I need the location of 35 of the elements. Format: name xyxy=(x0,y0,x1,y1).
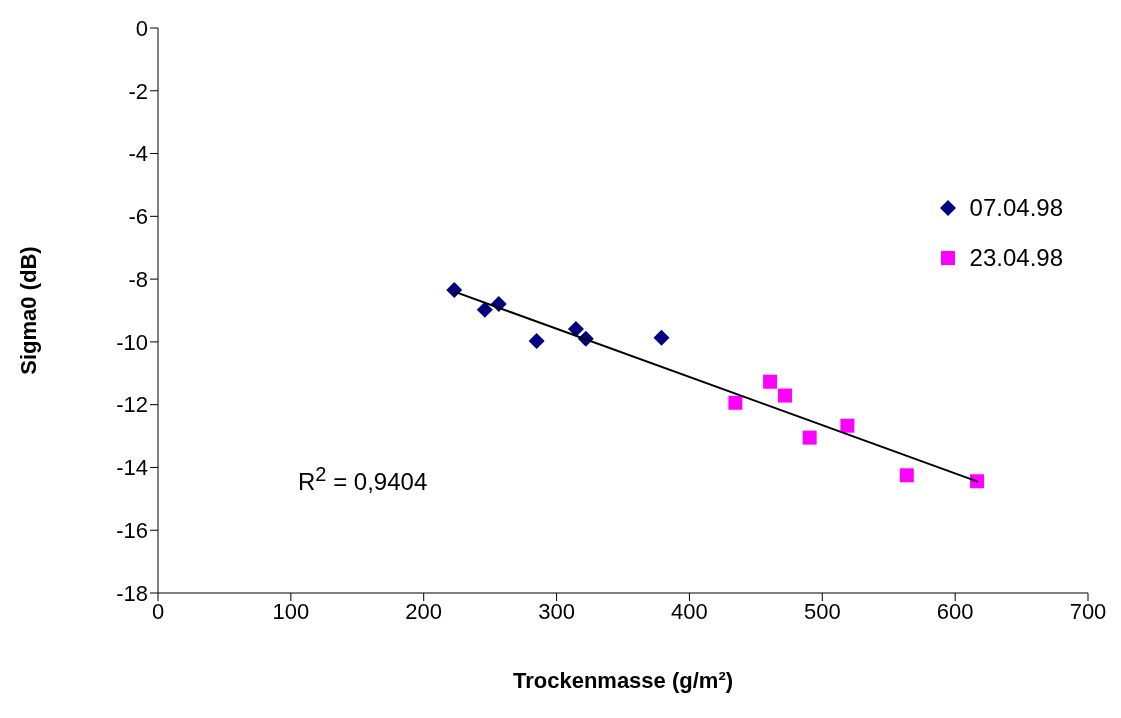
x-tick-label: 100 xyxy=(272,598,310,624)
y-axis-title: Sigma0 (dB) xyxy=(15,246,41,375)
x-tick-label: 300 xyxy=(538,598,575,624)
y-tick-label: -18 xyxy=(116,580,148,606)
y-tick-label: -4 xyxy=(128,141,148,167)
point xyxy=(567,321,584,338)
y-tick-label: -2 xyxy=(128,78,148,104)
y-tick-label: -16 xyxy=(116,518,148,544)
x-axis-title: Trockenmasse (g/m²) xyxy=(512,668,734,693)
point xyxy=(446,282,463,299)
point xyxy=(763,374,778,389)
y-tick-label: -12 xyxy=(116,392,148,418)
y-tick-label: 0 xyxy=(135,15,148,41)
point xyxy=(777,388,792,403)
y-tick-label: -8 xyxy=(128,266,148,292)
point xyxy=(840,418,855,433)
point xyxy=(728,395,743,410)
y-tick-label: -6 xyxy=(128,204,148,230)
x-tick-label: 500 xyxy=(803,598,841,624)
x-tick-label: 200 xyxy=(405,598,443,624)
annotation: R$^{2}$ = 0,9404 xyxy=(298,463,428,496)
x-tick-label: 600 xyxy=(936,598,974,624)
point xyxy=(802,430,817,445)
x-tick-label: 400 xyxy=(671,598,708,624)
point xyxy=(528,332,545,349)
legend-label: 23.04.98 xyxy=(969,244,1063,272)
y-tick-label: -14 xyxy=(116,455,148,481)
x-tick-label: 700 xyxy=(1069,598,1107,624)
point xyxy=(970,474,985,489)
point xyxy=(899,468,914,483)
legend-label: 07.04.98 xyxy=(969,194,1063,222)
point xyxy=(653,329,670,346)
point xyxy=(476,301,493,318)
x-tick-label: 0 xyxy=(151,598,165,624)
y-tick-label: -10 xyxy=(116,329,148,355)
